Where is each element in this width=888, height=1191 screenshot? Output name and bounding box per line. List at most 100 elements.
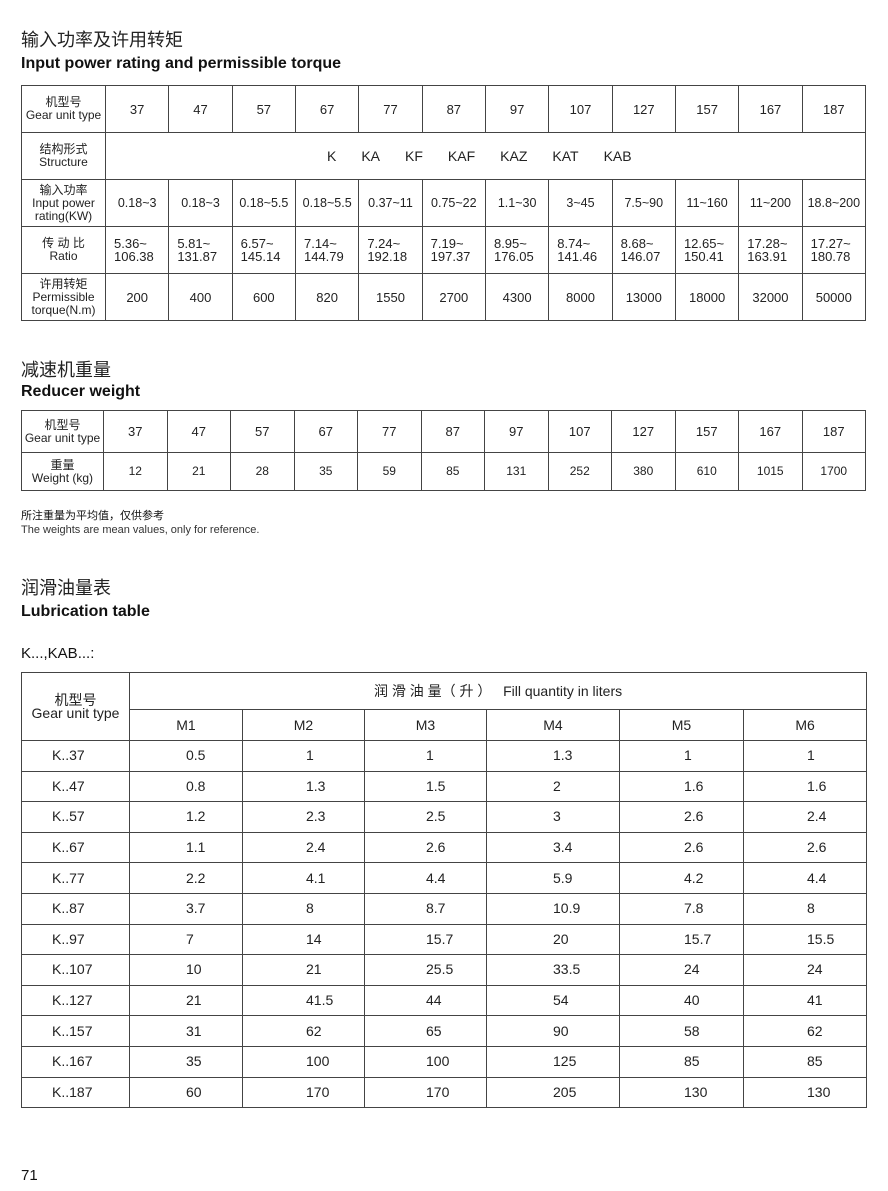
section3-title-zh: 润滑油量表: [21, 578, 111, 599]
ratio-min: 8.68~: [620, 236, 654, 251]
gear-type: K..57: [21, 801, 130, 833]
row-label: 结构形式 Structure: [21, 132, 106, 180]
fill-value: 21: [129, 984, 243, 1017]
gear-type: K..167: [21, 1045, 130, 1078]
cell-weights: 85: [420, 452, 485, 491]
structure-item: KAF: [447, 147, 476, 164]
cell-ratio: 8.68~ 146.07: [611, 226, 676, 274]
cell-power: 0.37~11: [358, 179, 423, 227]
fill-value: 125: [486, 1045, 620, 1078]
fill-value: 2.5: [364, 801, 487, 833]
fill-value: 4.4: [364, 862, 487, 894]
cell-torque: 32000: [738, 273, 803, 321]
fill-value: 170: [364, 1076, 487, 1109]
cell-weights: 1700: [801, 452, 866, 491]
fill-value: 2.4: [742, 801, 868, 833]
table-row: K..67 1.1 2.4 2.6 3.4 2.6 2.6: [21, 831, 868, 864]
fill-quantity-header: 润 滑 油 量（ 升 ） Fill quantity in liters: [128, 672, 868, 710]
section2-title-en: Reducer weight: [21, 383, 141, 400]
fill-value: 15.7: [619, 923, 744, 956]
gear-type: K..157: [21, 1015, 130, 1047]
row-label-en: Gear unit type: [25, 108, 102, 122]
cell-types: 47: [166, 410, 231, 453]
cell-types: 87: [420, 410, 485, 453]
table-row: 许用转矩 Permissible torque(N.m) 200 400 600 820 1…: [21, 273, 867, 321]
fill-value: 205: [486, 1076, 620, 1109]
fill-value: 130: [619, 1076, 744, 1109]
row-label-zh: 输入功率: [39, 182, 88, 197]
type-header: 机型号 Gear unit type: [21, 672, 130, 741]
fill-value: 2.2: [129, 862, 243, 894]
fill-value: 1.2: [129, 801, 243, 833]
cell-power: 0.18~5.5: [231, 179, 296, 227]
table-row: 输入功率 Input power rating(KW) 0.18~3 0.18~3 0.…: [21, 179, 867, 227]
gear-type: K..77: [21, 862, 130, 894]
table-row: 结构形式 Structure K KA KF KAF KAZ KAT KAB: [21, 132, 866, 180]
fill-value: 7.8: [619, 892, 744, 925]
structure-item: KF: [405, 147, 423, 164]
cell-ratio: 5.81~ 131.87: [168, 226, 233, 274]
ratio-min: 5.36~: [114, 236, 147, 251]
fill-value: 100: [364, 1045, 487, 1078]
fill-value: 10.9: [486, 892, 620, 925]
cell-torque: 50000: [801, 273, 867, 321]
cell-power: 0.18~3: [168, 179, 233, 227]
row-label: 许用转矩 Permissible torque(N.m): [21, 273, 106, 321]
fill-value: 8.7: [364, 892, 487, 925]
fill-value: 5.9: [486, 862, 620, 894]
cell-ratio: 8.74~ 141.46: [548, 226, 613, 274]
header-row: M1 M2 M3 M4 M5 M6: [22, 709, 868, 741]
type-header-zh: 机型号: [54, 691, 97, 708]
ratio-max: 141.46: [557, 249, 598, 264]
fill-value: 1: [364, 740, 487, 772]
ratio-min: 5.81~: [177, 236, 211, 251]
gear-type: K..47: [21, 770, 130, 803]
cell-weights: 131: [484, 452, 549, 491]
section1-title-en: Input power rating and permissible torqu…: [21, 55, 342, 72]
cell-ratio: 8.95~ 176.05: [484, 226, 550, 274]
cell-ratio: 7.19~ 197.37: [421, 226, 486, 274]
ratio-max: 180.78: [810, 249, 851, 264]
position-header: M3: [364, 709, 487, 741]
cell-types: 37: [103, 410, 168, 453]
row-label-zh: 机型号: [45, 95, 82, 109]
row-label-en: Input power rating(KW): [32, 195, 95, 223]
reducer-weight-table: 机型号 Gear unit type 37 47 57 67 77 87 97 107 127 157…: [21, 410, 866, 491]
fill-value: 41.5: [242, 984, 365, 1017]
row-label: 重量 Weight (kg): [21, 452, 104, 491]
table-row: K..127 21 41.5 44 54 40 41: [21, 984, 868, 1017]
gear-type: K..127: [21, 984, 130, 1017]
cell-power: 7.5~90: [611, 179, 676, 227]
header-row: 机型号 Gear unit type 润 滑 油 量（ 升 ） Fill quant…: [21, 672, 868, 741]
fill-value: 40: [619, 984, 744, 1017]
position-header: M5: [619, 709, 744, 741]
fill-value: 3.7: [129, 892, 243, 925]
cell-power: 3~45: [548, 179, 613, 227]
cell-torque: 8000: [548, 273, 613, 321]
fill-value: 54: [486, 984, 620, 1017]
fill-value: 2.3: [242, 801, 365, 833]
fill-value: 2.6: [619, 801, 744, 833]
ratio-max: 106.38: [114, 249, 154, 264]
table-row: K..57 1.2 2.3 2.5 3 2.6 2.4: [21, 801, 868, 833]
section2-title-zh: 减速机重量: [21, 360, 111, 381]
row-label: 机型号 Gear unit type: [21, 85, 106, 133]
cell-torque: 1550: [358, 273, 423, 321]
row-label-zh: 结构形式: [39, 142, 88, 156]
row-label-zh: 机型号: [44, 417, 81, 432]
fill-value: 130: [742, 1076, 868, 1109]
fill-value: 25.5: [364, 954, 487, 986]
cell-ratio: 7.24~ 192.18: [358, 226, 423, 274]
ratio-max: 192.18: [367, 249, 408, 264]
ratio-min: 17.28~: [747, 236, 788, 251]
fill-value: 21: [242, 954, 365, 986]
table-row: 机型号 Gear unit type 37 47 57 67 77 87 97 107 127 157…: [21, 410, 866, 453]
table-row: K..87 3.7 8 8.7 10.9 7.8 8: [21, 892, 868, 925]
gear-type: K..87: [21, 892, 130, 925]
cell-types: 187: [801, 410, 866, 453]
ratio-max: 131.87: [177, 249, 218, 264]
position-header: M2: [242, 709, 365, 741]
cell-types: 187: [801, 85, 867, 133]
row-label: 传 动 比 Ratio: [21, 226, 106, 274]
cell-ratio: 5.36~ 106.38: [104, 226, 170, 274]
